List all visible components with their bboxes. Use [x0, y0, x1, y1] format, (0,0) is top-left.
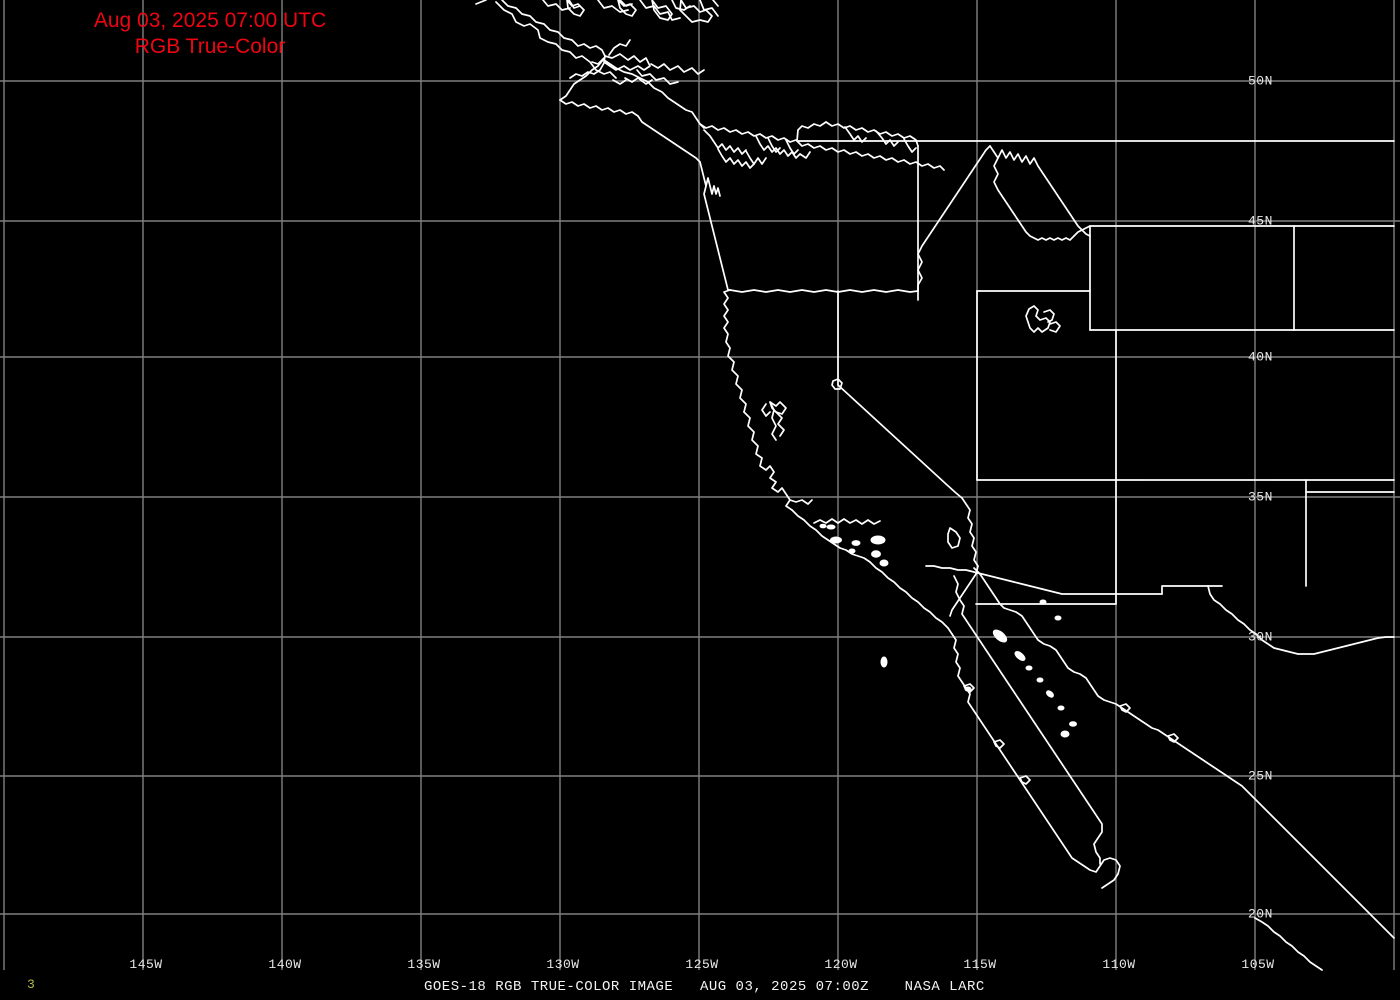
map-vector-overlay	[475, 0, 1395, 971]
longitude-tick-label: 110W	[1102, 957, 1136, 972]
coastline-vancouver-island-main	[559, 59, 705, 163]
parallel-lines	[0, 80, 1400, 915]
coastline-puget-sound	[699, 121, 945, 171]
state-borders-western-us	[727, 145, 1395, 617]
coastline-san-francisco-bay	[769, 401, 785, 441]
coastline-washington-oregon	[699, 161, 747, 413]
coastline-mexico-mainland	[973, 567, 1395, 939]
lake-salton-sea	[947, 527, 961, 549]
latitude-tick-label: 45N	[1248, 213, 1273, 229]
latitude-tick-label: 40N	[1248, 349, 1273, 365]
latitude-tick-label: 25N	[1248, 768, 1273, 784]
longitude-tick-label: 115W	[963, 957, 997, 972]
latitude-tick-label: 50N	[1248, 73, 1273, 89]
latitude-tick-label: 35N	[1248, 489, 1273, 505]
gulf-of-california-islands	[964, 599, 1077, 738]
latitude-tick-label: 30N	[1248, 629, 1273, 645]
longitude-tick-label: 145W	[129, 957, 163, 972]
longitude-tick-label: 105W	[1241, 957, 1275, 972]
longitude-tick-label: 120W	[824, 957, 858, 972]
coastline-mexico-southeast	[1254, 917, 1323, 971]
lake-great-salt-lake	[1025, 305, 1061, 333]
image-footer-caption: GOES-18 RGB TRUE-COLOR IMAGE AUG 03, 202…	[424, 979, 985, 995]
channel-islands	[819, 523, 889, 668]
longitude-tick-label: 130W	[546, 957, 580, 972]
coastline-central-california	[789, 499, 881, 563]
longitude-tick-label: 135W	[407, 957, 441, 972]
coastline-southern-california-baja-north	[869, 561, 1395, 655]
latitude-tick-label: 20N	[1248, 906, 1273, 922]
frame-index-label: 3	[27, 977, 35, 992]
coastline-baja-east	[953, 575, 1103, 865]
longitude-tick-label: 140W	[268, 957, 302, 972]
longitude-tick-label: 125W	[685, 957, 719, 972]
